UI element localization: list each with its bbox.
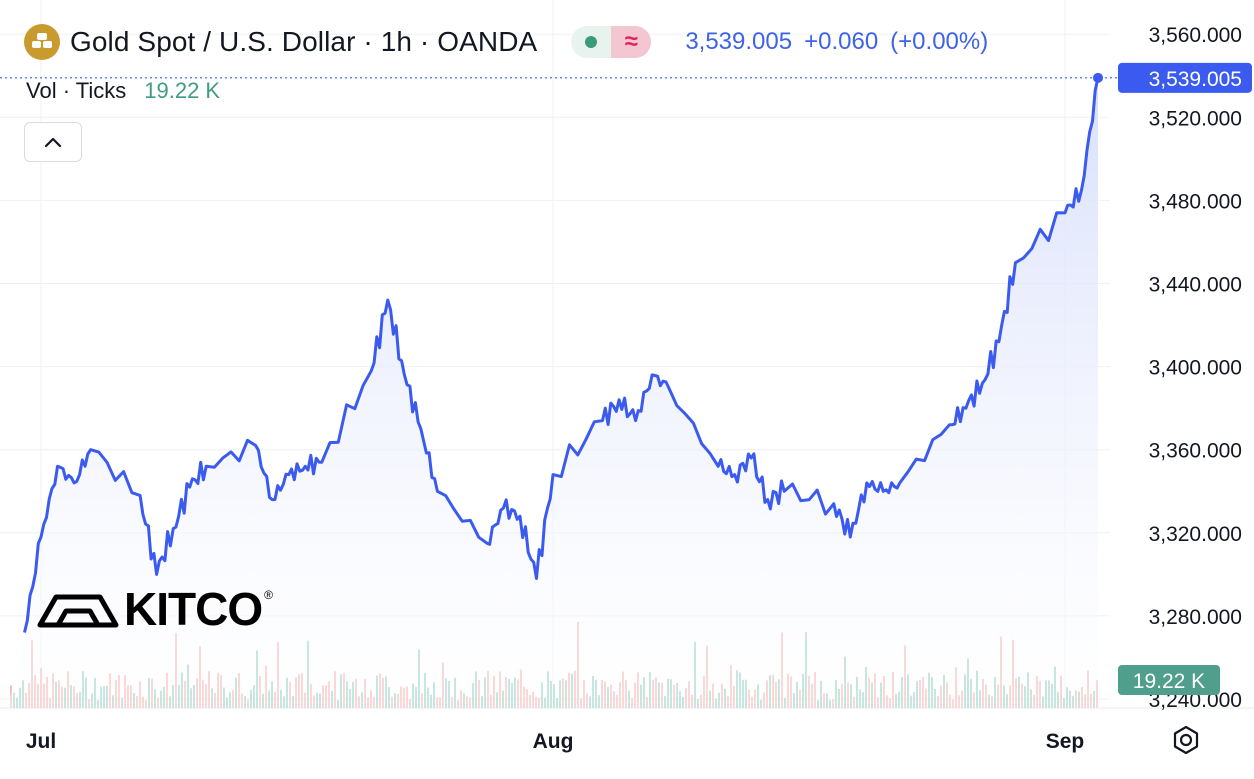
x-tick-label: Sep: [1046, 730, 1085, 753]
y-tick-label: 3,520.000: [1149, 107, 1242, 130]
market-status[interactable]: [571, 26, 612, 58]
y-tick-label: 3,320.000: [1149, 523, 1242, 546]
last-price: 3,539.005: [685, 28, 793, 55]
price-change-pct: (+0.00%): [890, 28, 989, 55]
axes: 3,560.000 3,520.000 3,480.000 3,440.000 3,40…: [26, 24, 1252, 753]
x-tick-label: Aug: [533, 730, 574, 753]
volume-legend[interactable]: Vol · Ticks 19.22 K: [26, 76, 220, 106]
market-open-dot-icon: [585, 36, 598, 48]
symbol-title[interactable]: Gold Spot / U.S. Dollar · 1h · OANDA: [70, 26, 538, 57]
x-tick-label: Jul: [26, 730, 56, 753]
last-price-label: 3,539.005: [1149, 68, 1242, 91]
y-tick-label: 3,360.000: [1149, 440, 1242, 463]
price-quote: 3,539.005 +0.060 (+0.00%): [685, 28, 988, 56]
chart-settings-icon[interactable]: [1170, 724, 1202, 756]
volume-value-label: 19.22 K: [1133, 670, 1205, 693]
chart-header: Gold Spot / U.S. Dollar · 1h · OANDA ≈ 3…: [24, 22, 988, 62]
logo-registered-mark: ®: [264, 588, 273, 602]
y-tick-label: 3,480.000: [1149, 190, 1242, 213]
y-tick-label: 3,400.000: [1149, 357, 1242, 380]
volume-legend-value: 19.22 K: [144, 78, 221, 103]
wave-icon[interactable]: ≈: [611, 26, 652, 58]
y-tick-label: 3,280.000: [1149, 606, 1242, 629]
last-price-label-bg: [1118, 62, 1252, 93]
price-line-group: [0, 72, 1118, 633]
y-tick-label: 3,440.000: [1149, 274, 1242, 297]
price-line: [23, 77, 1100, 633]
logo-text: KITCO: [124, 583, 263, 635]
volume-legend-label: Vol · Ticks: [26, 78, 127, 103]
price-change: +0.060: [804, 28, 879, 55]
price-area: [8, 77, 1098, 709]
volume-value-label-bg: [1118, 665, 1220, 695]
y-tick-label: 3,560.000: [1149, 24, 1242, 47]
chevron-up-icon: [44, 137, 62, 148]
last-price-dot: [1093, 72, 1103, 83]
price-area-fill: [8, 77, 1098, 709]
collapse-legend-button[interactable]: [24, 122, 82, 162]
kitco-logo: KITCO ®: [36, 583, 273, 635]
gold-bars-icon[interactable]: [24, 24, 60, 60]
status-pill[interactable]: ≈: [571, 26, 652, 58]
kitco-logo-icon: [37, 594, 119, 628]
